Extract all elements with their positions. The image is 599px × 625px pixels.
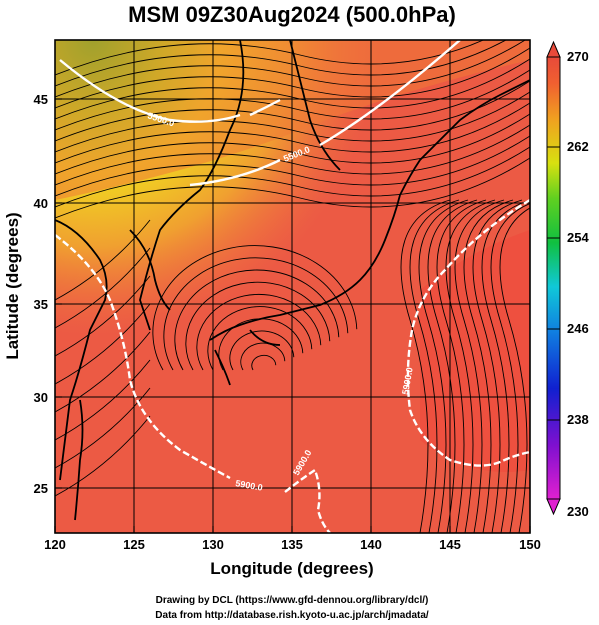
streamline <box>55 359 151 441</box>
streamline <box>207 306 313 371</box>
warm-region-east <box>420 230 530 472</box>
contour-5500-lower <box>189 40 461 187</box>
contour-5900-east <box>406 198 530 467</box>
x-tick-label: 135 <box>281 537 303 552</box>
y-tick-labels: 25 30 35 40 45 <box>34 92 48 496</box>
streamline <box>174 269 340 371</box>
streamline <box>229 330 295 371</box>
x-axis-title: Longitude (degrees) <box>210 559 373 578</box>
streamline <box>400 199 451 533</box>
y-tick-label: 45 <box>34 92 48 107</box>
x-tick-label: 150 <box>519 537 541 552</box>
streamline <box>55 47 530 109</box>
streamline <box>55 415 151 497</box>
streamline <box>436 199 487 533</box>
colorbar-tick-label: 238 <box>567 412 589 427</box>
x-tick-label: 125 <box>123 537 145 552</box>
streamline <box>196 293 322 371</box>
x-tick-label: 145 <box>439 537 461 552</box>
streamline <box>499 207 530 533</box>
credit-drawing: Drawing by DCL (https://www.gfd-dennou.o… <box>156 595 429 606</box>
streamline <box>55 40 507 87</box>
colorbar-tick-label: 230 <box>567 504 589 519</box>
colorbar-bottom-arrow <box>546 498 561 516</box>
x-tick-label: 130 <box>202 537 224 552</box>
streamline <box>472 199 523 533</box>
colorbar: 270 262 254 246 238 230 <box>546 40 589 519</box>
streamline <box>240 342 286 371</box>
contour-label: 5900.0 <box>400 366 415 395</box>
streamline <box>55 135 530 197</box>
contour-label: 5900.0 <box>235 478 264 493</box>
y-tick-label: 30 <box>34 390 48 405</box>
credit-data: Data from http://database.rish.kyoto-u.a… <box>155 610 429 621</box>
streamline <box>55 303 151 385</box>
streamline <box>463 199 514 533</box>
map-title: MSM 09Z30Aug2024 (500.0hPa) <box>128 2 456 27</box>
streamline <box>55 219 151 301</box>
streamline <box>55 40 526 98</box>
streamline <box>152 245 358 371</box>
colorbar-tick-label: 262 <box>567 139 589 154</box>
streamline <box>55 80 530 142</box>
colorbar-tick-label: 270 <box>567 49 589 64</box>
colorbar-tick-label: 254 <box>567 230 589 245</box>
streamline <box>218 318 304 371</box>
plot-area: 5500.0 5500.0 5900.0 5900.0 5900.0 <box>55 40 530 533</box>
streamline <box>55 124 530 186</box>
streamline <box>55 157 530 219</box>
streamline <box>409 199 460 533</box>
coastlines <box>55 40 530 521</box>
streamline <box>163 257 349 371</box>
y-tick-label: 35 <box>34 297 48 312</box>
streamline <box>55 58 530 120</box>
streamline <box>55 146 530 208</box>
colorbar-bar <box>546 56 561 500</box>
x-tick-label: 140 <box>360 537 382 552</box>
x-tick-labels: 120 125 130 135 140 145 150 <box>44 537 541 552</box>
streamline <box>55 275 151 357</box>
streamline <box>418 199 469 533</box>
height-contours <box>55 40 530 533</box>
contour-5900-west <box>55 234 331 533</box>
streamline <box>251 354 277 371</box>
y-tick-label: 25 <box>34 481 48 496</box>
streamline <box>454 199 505 533</box>
grid-lines <box>55 40 530 533</box>
tick-marks <box>54 98 531 533</box>
contour-5500-upper <box>59 59 281 123</box>
streamline <box>55 91 530 153</box>
streamline <box>185 281 331 371</box>
streamline <box>55 102 530 164</box>
streamline <box>427 199 478 533</box>
wind-streamlines <box>55 40 530 533</box>
streamline <box>55 331 151 413</box>
colorbar-tick-label: 246 <box>567 321 589 336</box>
streamline <box>55 113 530 175</box>
x-tick-label: 120 <box>44 537 66 552</box>
streamline <box>55 40 485 76</box>
streamline <box>55 247 151 329</box>
colorbar-top-arrow <box>546 40 561 58</box>
y-axis-title: Latitude (degrees) <box>3 212 22 359</box>
streamline <box>55 387 151 469</box>
streamline <box>445 199 496 533</box>
y-tick-label: 40 <box>34 196 48 211</box>
streamline <box>490 203 530 533</box>
